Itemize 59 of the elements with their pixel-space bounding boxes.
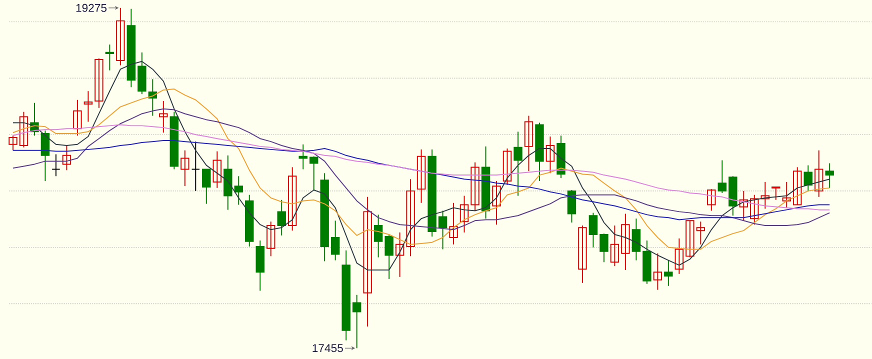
candlestick	[825, 162, 834, 188]
candlestick	[546, 136, 555, 174]
candlestick	[298, 144, 308, 170]
candlestick	[363, 196, 372, 327]
candlestick	[159, 100, 168, 134]
candlestick	[202, 168, 211, 204]
candlestick	[578, 225, 587, 284]
candlestick	[212, 150, 222, 188]
candlestick	[514, 131, 522, 196]
candlestick	[674, 238, 684, 274]
candlestick	[460, 195, 469, 233]
candlestick	[277, 199, 286, 236]
candlestick	[105, 44, 114, 71]
candlestick	[406, 178, 415, 257]
candlestick	[600, 233, 608, 263]
candlestick	[653, 252, 662, 290]
candlestick	[782, 181, 791, 208]
candlestick	[760, 181, 770, 210]
candlestick	[621, 213, 630, 270]
candlestick	[395, 232, 404, 278]
candlestick	[686, 220, 694, 258]
candlestick	[234, 176, 243, 206]
candlestick	[266, 221, 276, 257]
candlestick	[288, 166, 297, 232]
candlestick	[449, 202, 458, 245]
candlestick	[416, 148, 426, 204]
candlestick	[384, 234, 394, 280]
candlestick	[73, 99, 82, 136]
candlestick	[492, 180, 501, 226]
candlestick	[664, 260, 673, 286]
candlestick	[502, 148, 512, 186]
candlestick	[19, 111, 28, 148]
candlestick	[116, 7, 125, 66]
candlestick	[707, 188, 716, 212]
candlestick	[610, 225, 620, 267]
candlestick	[696, 221, 706, 245]
annotation: 19275	[76, 4, 107, 12]
candlestick	[793, 166, 802, 206]
candlestick	[632, 218, 641, 261]
candlestick	[438, 210, 448, 250]
candlestick	[62, 144, 72, 171]
candlestick	[588, 212, 598, 248]
candlestick	[309, 156, 318, 190]
candlestick	[330, 220, 340, 261]
candlestick	[374, 214, 383, 258]
annotation: 17455	[312, 344, 343, 352]
candlestick	[524, 115, 534, 172]
candlestick	[40, 130, 50, 182]
candlestick	[750, 194, 759, 226]
candlestick	[718, 160, 727, 194]
candlestick	[84, 90, 93, 122]
candlestick	[94, 58, 104, 108]
candlestick	[8, 135, 18, 151]
candlestick	[772, 186, 780, 200]
candlestick	[180, 150, 190, 187]
candlestick	[804, 164, 812, 192]
candlestick	[470, 162, 480, 212]
candlestick	[739, 190, 748, 222]
candlestick	[814, 150, 824, 198]
